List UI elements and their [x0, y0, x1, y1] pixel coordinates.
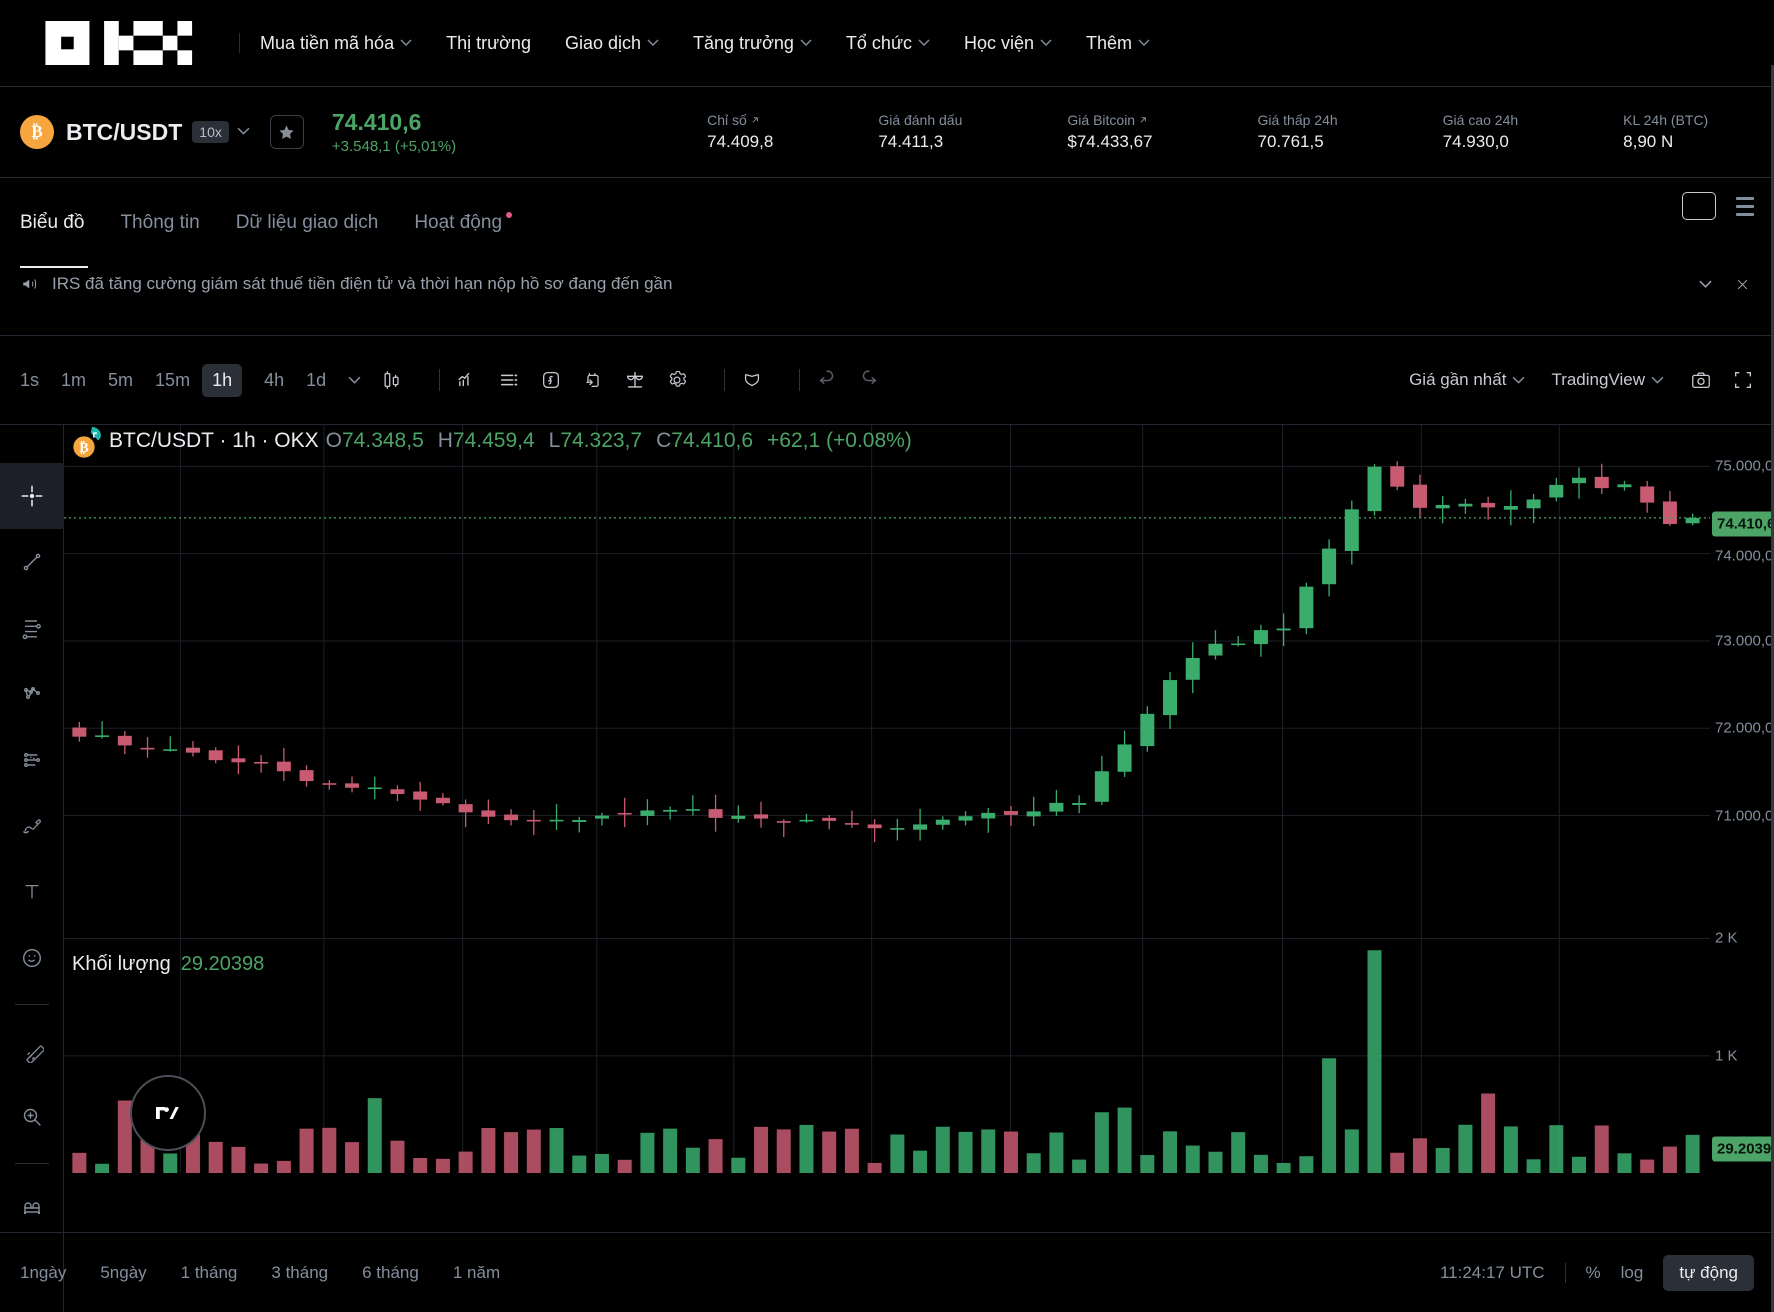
svg-text:₿: ₿: [79, 440, 89, 456]
